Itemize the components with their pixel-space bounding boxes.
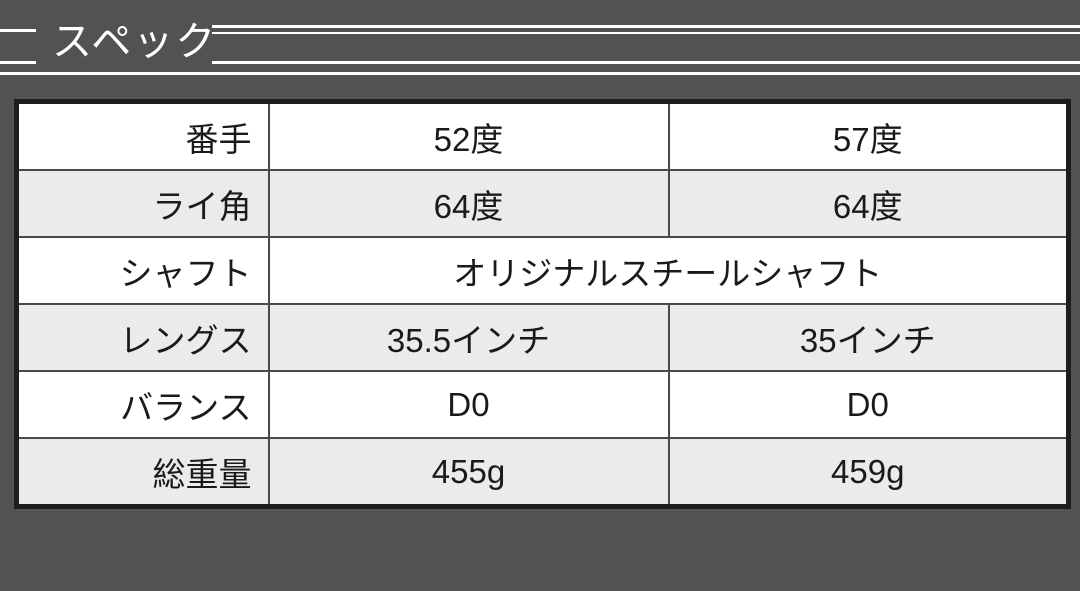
spec-label-cell: 番手 — [15, 100, 270, 171]
header-rule-left-top — [0, 29, 36, 32]
header-rule-right-top — [212, 25, 1080, 28]
spec-value-cell: 57度 — [667, 100, 1070, 171]
page-title: スペック — [52, 20, 218, 64]
spec-value-cell: 455g — [267, 437, 670, 508]
spec-value-cell: 52度 — [267, 100, 670, 171]
spec-label-cell: ライ角 — [15, 169, 270, 238]
spec-value-cell: 64度 — [667, 169, 1070, 238]
spec-value-cell: 35インチ — [667, 303, 1070, 372]
section-header: スペック — [0, 0, 1080, 96]
header-rule-right-bottom — [212, 61, 1080, 64]
spec-value-cell: 35.5インチ — [267, 303, 670, 372]
header-rule-right-top-2 — [212, 32, 1080, 34]
spec-table-body: 番手 52度 57度 ライ角 64度 64度 シャフト オリジナルスチールシャフト レングス 35… — [15, 100, 1070, 508]
spec-value-cell: D0 — [667, 370, 1070, 439]
table-row: 総重量 455g 459g — [15, 437, 1070, 508]
spec-label-cell: シャフト — [15, 236, 270, 305]
spec-label-cell: バランス — [15, 370, 270, 439]
spec-label-cell: 総重量 — [15, 437, 270, 508]
spec-value-cell: D0 — [267, 370, 670, 439]
table-row: レングス 35.5インチ 35インチ — [15, 303, 1070, 372]
spec-table: 番手 52度 57度 ライ角 64度 64度 シャフト オリジナルスチールシャフト レングス 35… — [14, 99, 1071, 509]
header-rule-left-bottom — [0, 61, 36, 64]
header-rule-full-width — [0, 72, 1080, 75]
table-row: バランス D0 D0 — [15, 370, 1070, 439]
table-row: ライ角 64度 64度 — [15, 169, 1070, 238]
spec-value-cell: 64度 — [267, 169, 670, 238]
table-row: シャフト オリジナルスチールシャフト — [15, 236, 1070, 305]
spec-value-cell: 459g — [667, 437, 1070, 508]
spec-table-container: 番手 52度 57度 ライ角 64度 64度 シャフト オリジナルスチールシャフト レングス 35… — [14, 99, 1071, 509]
table-row: 番手 52度 57度 — [15, 100, 1070, 171]
spec-label-cell: レングス — [15, 303, 270, 372]
spec-value-cell-merged: オリジナルスチールシャフト — [267, 236, 1070, 305]
